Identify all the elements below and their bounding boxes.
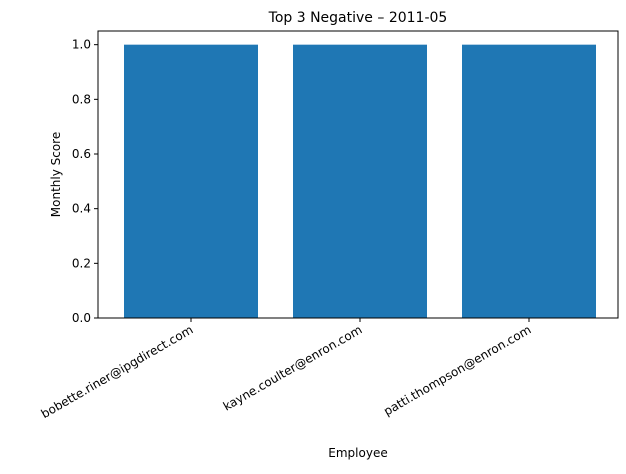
x-axis-label: Employee <box>328 446 387 460</box>
y-axis: 0.0 0.2 0.4 0.6 0.8 1.0 <box>72 38 98 325</box>
plot-frame <box>97 30 619 319</box>
bar <box>124 44 258 319</box>
y-tick-label: 0.0 <box>72 311 91 325</box>
x-tick-label: kayne.coulter@enron.com <box>221 322 365 413</box>
bars-layer <box>124 44 596 319</box>
y-tick-label: 0.2 <box>72 256 91 270</box>
x-tick-label: patti.thompson@enron.com <box>381 322 533 418</box>
x-axis: bobette.riner@ipgdirect.com kayne.coulter… <box>39 318 534 421</box>
bar <box>462 44 596 319</box>
y-tick-label: 0.4 <box>72 202 91 216</box>
y-tick-label: 0.8 <box>72 92 91 106</box>
y-tick-label: 0.6 <box>72 147 91 161</box>
y-axis-label: Monthly Score <box>49 132 63 217</box>
x-tick-label: bobette.riner@ipgdirect.com <box>39 322 196 421</box>
bar <box>293 44 427 319</box>
chart-title: Top 3 Negative – 2011-05 <box>268 10 448 26</box>
y-tick-label: 1.0 <box>72 38 91 52</box>
